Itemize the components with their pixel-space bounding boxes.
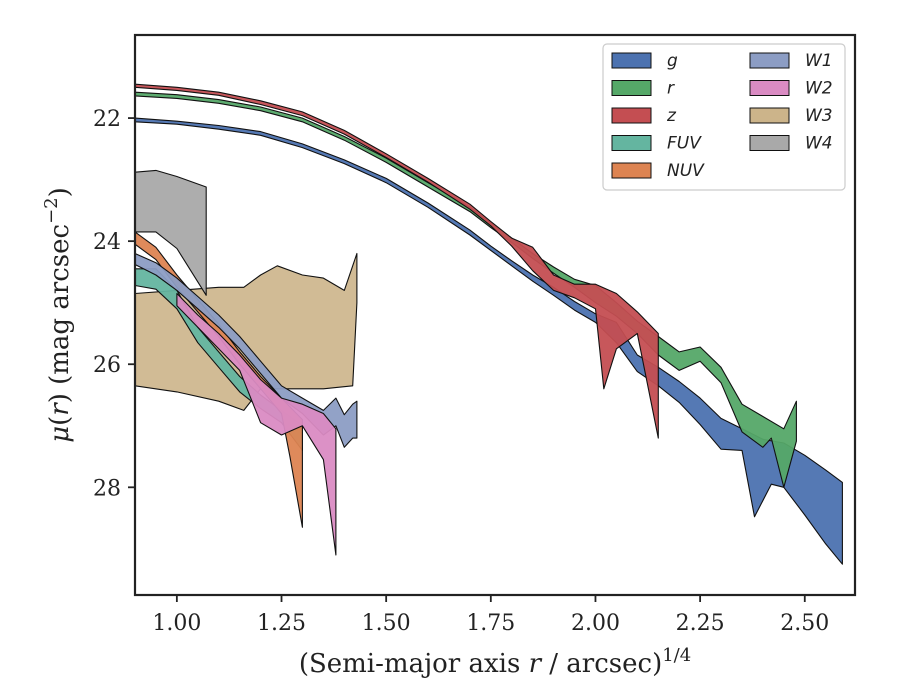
legend-swatch-g	[611, 52, 652, 69]
y-tick-label: 26	[93, 353, 121, 378]
x-tick-label: 2.00	[571, 611, 620, 636]
y-axis-title: μ(r) (mag arcsec−2)	[41, 187, 75, 443]
legend-swatch-z	[611, 107, 652, 124]
legend-label-z: z	[666, 106, 677, 126]
plot-frame	[133, 33, 857, 597]
axes: 1.00 1.25 1.50 1.75 2.00 2.25 2.50 22 24 26 28 (Sem…	[41, 33, 857, 679]
legend-label-w1: W1	[805, 51, 833, 71]
band-w1	[135, 252, 358, 448]
legend-swatch-w4	[749, 135, 790, 151]
y-tick-label: 22	[93, 107, 121, 132]
legend-swatch-w3	[749, 107, 790, 124]
legend: grz FUV NUV W1 W2 W3 W4	[602, 43, 846, 191]
x-tick-label: 1.00	[152, 611, 201, 636]
legend-label-r: r	[667, 79, 675, 99]
legend-label-w2: W2	[805, 79, 833, 99]
legend-swatch-r	[611, 80, 652, 96]
band-w2	[176, 292, 337, 556]
y-tick-label: 28	[93, 476, 121, 501]
x-tick-label: 1.25	[257, 611, 306, 636]
legend-swatch-fuv	[611, 135, 652, 151]
legend-label-nuv: NUV	[667, 161, 705, 181]
band-g	[135, 117, 843, 565]
legend-label-w4: W4	[805, 134, 833, 154]
x-tick-label: 2.25	[676, 611, 725, 636]
y-tick-label: 24	[93, 230, 121, 255]
series-layer	[135, 83, 843, 565]
legend-label-g: g	[667, 51, 678, 71]
x-tick-label: 1.50	[362, 611, 411, 636]
legend-swatch-w1	[749, 52, 790, 69]
band-z	[135, 83, 659, 439]
legend-swatch-nuv	[611, 162, 652, 179]
legend-label-w3: W3	[805, 106, 833, 126]
x-tick-label: 2.50	[780, 611, 829, 636]
x-axis-title: (Semi-major axis r / arcsec)1/4	[299, 645, 691, 679]
legend-label-fuv: FUV	[667, 134, 702, 154]
legend-swatch-w2	[749, 80, 790, 96]
band-w4	[135, 169, 207, 296]
x-tick-label: 1.75	[466, 611, 515, 636]
